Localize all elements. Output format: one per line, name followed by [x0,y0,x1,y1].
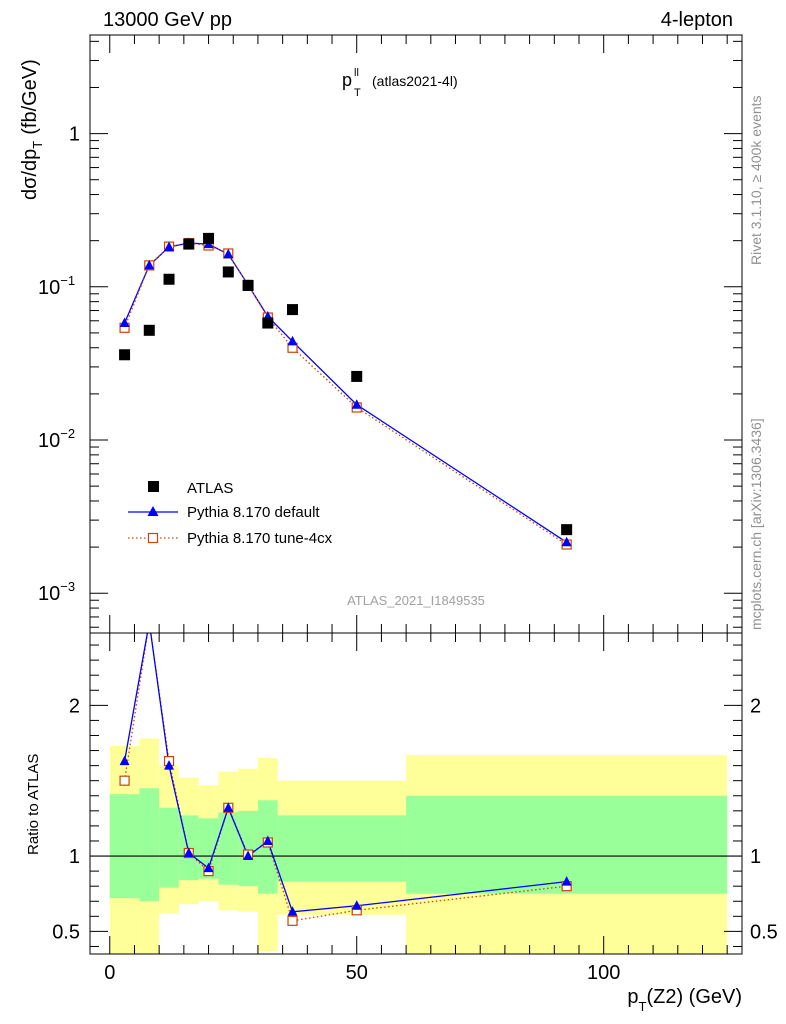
data-point-atlas [203,232,215,244]
ratio-band-inner [238,810,258,887]
ratio-point-default [561,876,572,886]
data-point-default [119,317,130,328]
side-text-bottom-label: mcplots.cern.ch [arXiv:1306.3436] [748,418,764,630]
x-axis-label-rest: (Z2) (GeV) [646,986,742,1008]
data-point-atlas [561,524,573,536]
side-text-top-label: Rivet 3.1.10, ≥ 400k events [748,95,764,265]
main-marks [119,232,573,550]
data-point-atlas [222,266,234,278]
ratio-point-default [351,900,362,910]
data-point-default [287,335,298,346]
ratio-point-default [119,755,130,766]
ratio-y-tick-label-left: 0.5 [52,921,80,943]
x-axis-label-sub: T [638,999,646,1014]
data-point-atlas [119,349,131,361]
main-title-sup: ll [354,67,359,79]
ratio-y-tick-label-right: 0.5 [750,921,778,943]
main-title-sub: T [354,87,361,99]
ratio-point-default [203,862,214,873]
ratio-point-default [287,906,298,916]
data-point-atlas [351,370,363,382]
ratio-y-tick-label-left: 1 [69,846,80,868]
ratio-band-inner [139,788,160,902]
data-point-atlas [163,273,175,285]
data-point-atlas [287,304,299,316]
main-panel: 1 10−1 10−2 10−3 p ll T (atlas2021-4l) dσ/d… [19,34,743,634]
legend-label-default: Pythia 8.170 default [187,504,320,521]
side-text-bottom: mcplots.cern.ch [arXiv:1306.3436] [748,418,764,630]
main-title-suffix: (atlas2021-4l) [372,73,458,89]
data-point-atlas [242,279,254,291]
data-point-default [223,248,234,259]
ratio-band-inner [109,794,140,899]
main-y-label-main: dσ/dp [19,149,41,200]
legend-marker-atlas [148,481,159,492]
ratio-y-label: Ratio to ATLAS [25,754,42,855]
ratio-y-tick-label-left: 2 [69,695,80,717]
ratio-point-default [183,847,194,858]
legend-marker-default [147,506,159,516]
main-y-label-unit: (fb/GeV) [19,59,41,135]
ratio-panel: 0.5 0.5 1 1 2 2 0 50 100 Ratio to ATLAS pT(Z2) (… [25,617,778,1014]
ratio-line-tune [123,633,567,922]
ratio-bands [109,738,728,954]
x-axis-label-main: p [627,986,638,1008]
legend-label-atlas: ATLAS [187,480,233,497]
ratio-y-tick-label-right: 2 [750,695,761,717]
ratio-frame [89,632,743,955]
data-point-default [164,241,175,251]
ratio-y-label-text: Ratio to ATLAS [25,754,42,855]
main-y-label-sub: T [30,141,45,149]
header-left: 13000 GeV pp [103,9,232,31]
watermark: ATLAS_2021_I1849535 [347,593,485,608]
data-point-default [561,536,572,547]
ratio-point-default [164,760,175,770]
ratio-point-tune [145,618,154,627]
main-y-tick-label: 10−3 [38,579,75,605]
ratio-point-default [223,802,234,812]
data-point-default [144,259,155,270]
svg-text:dσ/dpT(fb/GeV): dσ/dpT (fb/GeV) [19,59,45,200]
series-line-default [123,242,568,543]
main-title-main: p [342,70,352,90]
ratio-point-default [243,850,254,861]
main-title: p [342,70,352,90]
ratio-point-default [262,835,273,845]
ratio-marks [119,617,572,926]
main-y-label: dσ/dpT (fb/GeV) [19,59,45,200]
ratio-band-inner [218,812,239,885]
ratio-axes: 0.5 0.5 1 1 2 2 0 50 100 [52,633,778,984]
legend: ATLAS Pythia 8.170 default Pythia 8.170 … [128,480,333,547]
data-point-atlas [143,324,155,336]
main-y-tick-label: 10−2 [38,426,75,452]
data-point-default [351,399,362,409]
side-text-top: Rivet 3.1.10, ≥ 400k events [748,95,764,265]
main-y-tick-label: 10−1 [38,273,75,299]
ratio-point-tune [119,775,130,786]
ratio-point-tune [287,915,298,926]
ratio-band-inner [277,815,407,882]
header-right: 4-lepton [661,9,733,31]
ratio-band-inner [159,807,179,888]
main-y-tick-label: 1 [69,124,80,146]
series-line-tune [123,242,568,546]
ratio-y-tick-label-right: 1 [750,846,761,868]
legend-label-tune: Pythia 8.170 tune-4cx [187,530,333,547]
x-tick-label: 0 [104,962,115,984]
ratio-point-default [144,617,154,627]
legend-marker-tune [147,532,159,544]
x-tick-label: 100 [587,962,620,984]
x-axis-label: pT(Z2) (GeV) [627,986,742,1014]
main-axes: 1 10−1 10−2 10−3 [38,35,742,633]
data-point-atlas [262,317,274,329]
data-point-atlas [183,238,195,250]
x-tick-label: 50 [346,962,368,984]
